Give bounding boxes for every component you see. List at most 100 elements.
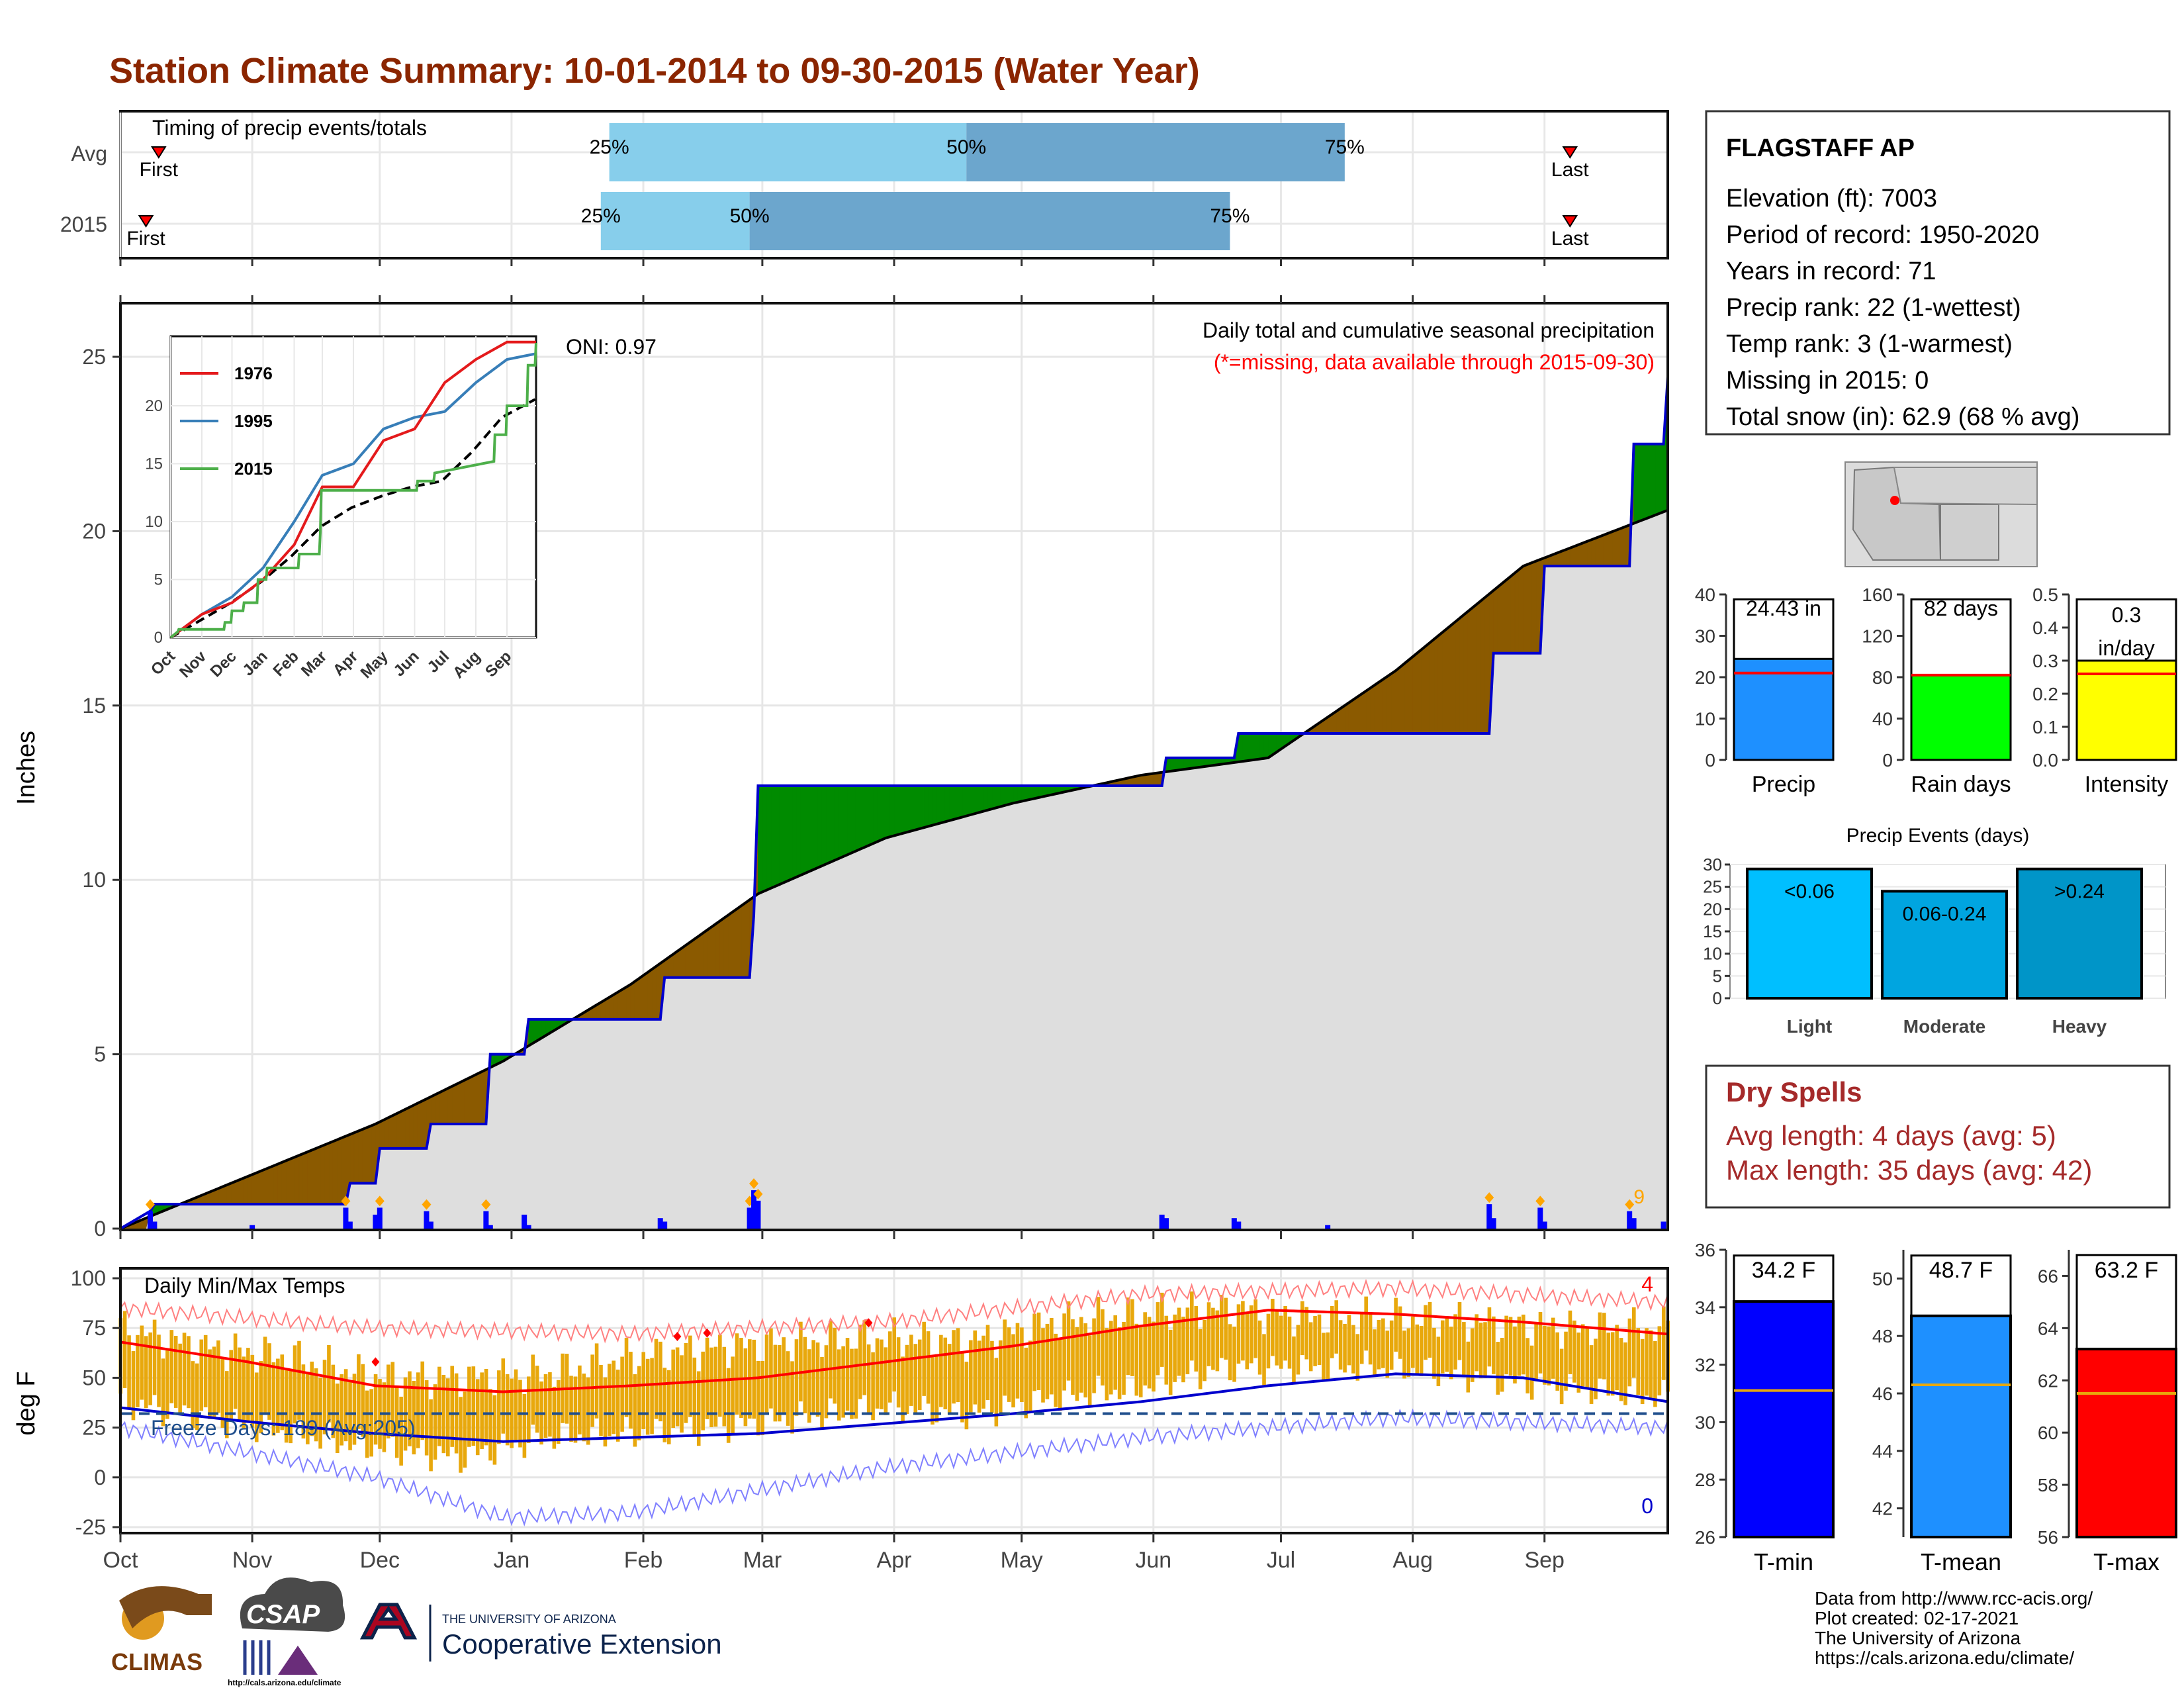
daily-temp-bar xyxy=(1287,1316,1292,1369)
daily-temp-bar xyxy=(612,1360,616,1434)
deficit-segment xyxy=(1531,561,1537,654)
daily-temp-bar xyxy=(960,1353,964,1423)
daily-temp-bar xyxy=(833,1327,837,1404)
surplus-segment xyxy=(855,785,860,852)
deficit-segment xyxy=(1340,705,1345,734)
daily-temp-bar xyxy=(811,1340,815,1415)
surplus-segment xyxy=(804,785,809,874)
daily-temp-bar xyxy=(1394,1297,1398,1352)
precip-ytick-label: 15 xyxy=(82,694,106,718)
deficit-segment xyxy=(409,1105,414,1149)
temp-summary-tick-label: 30 xyxy=(1695,1412,1715,1432)
daily-precip-bar xyxy=(1325,1225,1331,1229)
daily-temp-bar xyxy=(1466,1341,1471,1393)
temp-summary-tick-label: 26 xyxy=(1695,1527,1715,1548)
deficit-segment xyxy=(358,1129,363,1184)
daily-temp-bar xyxy=(943,1337,948,1409)
precip-event-range: <0.06 xyxy=(1784,881,1835,903)
daily-temp-bar xyxy=(1606,1333,1611,1396)
month-label: Sep xyxy=(1524,1548,1565,1573)
deficit-segment xyxy=(1608,531,1613,567)
deficit-segment xyxy=(353,1131,359,1184)
surplus-segment xyxy=(851,785,856,853)
daily-temp-bar xyxy=(599,1364,603,1436)
last-label: Last xyxy=(1551,228,1589,250)
deficit-segment xyxy=(443,1088,448,1125)
daily-temp-bar xyxy=(191,1361,195,1429)
footer-line: Plot created: 02-17-2021 xyxy=(1815,1608,2019,1628)
surplus-segment xyxy=(839,785,844,859)
station-info-line: Missing in 2015: 0 xyxy=(1726,367,1929,395)
daily-temp-bar xyxy=(505,1374,510,1446)
dry-spells-box: Dry Spells Avg length: 4 days (avg: 5) M… xyxy=(1705,1064,2171,1209)
precip-event-label: Moderate xyxy=(1903,1016,1985,1037)
daily-temp-bar xyxy=(777,1345,782,1422)
deficit-segment xyxy=(1361,690,1367,734)
daily-temp-bar xyxy=(399,1396,403,1466)
daily-temp-bar xyxy=(1475,1314,1479,1372)
daily-temp-bar xyxy=(348,1380,352,1450)
deficit-segment xyxy=(447,1086,453,1125)
daily-temp-bar xyxy=(1283,1305,1287,1361)
inset-ytick-label: 5 xyxy=(154,571,163,589)
summary-label: Intensity xyxy=(2085,772,2169,797)
summary-tick-label: 0.4 xyxy=(2032,618,2058,638)
daily-temp-bar xyxy=(650,1358,654,1434)
daily-temp-bar xyxy=(1415,1324,1420,1375)
surplus-segment xyxy=(788,785,793,882)
inset-legend-label: 1976 xyxy=(234,363,273,383)
month-label: Jan xyxy=(494,1548,530,1573)
daily-temp-bar xyxy=(373,1374,378,1445)
deficit-segment xyxy=(1383,676,1388,734)
daily-temp-bar xyxy=(1445,1318,1449,1372)
surplus-segment xyxy=(1004,785,1009,806)
daily-temp-bar xyxy=(297,1340,301,1420)
surplus-segment xyxy=(958,785,963,819)
surplus-segment xyxy=(1170,757,1175,772)
daily-precip-bar xyxy=(1490,1218,1496,1229)
daily-temp-bar xyxy=(314,1368,318,1442)
deficit-segment xyxy=(1612,530,1617,567)
precip-panel: 0 5 10 15 20 25 Inches Daily total and cumula… xyxy=(13,302,1669,1241)
daily-temp-bar xyxy=(157,1335,161,1407)
daily-temp-bar xyxy=(1138,1326,1143,1397)
daily-temp-bar xyxy=(629,1352,633,1429)
daily-temp-bar xyxy=(1245,1312,1250,1370)
surplus-segment xyxy=(1238,733,1243,763)
daily-temp-bar xyxy=(1066,1301,1071,1381)
daily-temp-bar xyxy=(1389,1320,1394,1370)
deficit-segment xyxy=(1430,639,1435,734)
daily-precip-bar xyxy=(147,1211,153,1229)
summary-bars: 0 10 20 30 40 24.43 in Precip 0 40 80 120 160 82 day… xyxy=(1695,585,2177,797)
precip-event-range: 0.06-0.24 xyxy=(1903,903,1987,925)
daily-temp-bar xyxy=(624,1338,629,1417)
station-info-line: Years in record: 71 xyxy=(1726,258,1936,285)
summary-label: Rain days xyxy=(1911,772,2011,797)
daily-temp-bar xyxy=(909,1335,913,1406)
daily-temp-bar xyxy=(713,1346,718,1427)
deficit-segment xyxy=(251,1172,257,1205)
surplus-segment xyxy=(813,785,818,870)
deficit-segment xyxy=(439,1090,444,1125)
surplus-segment xyxy=(949,785,954,821)
deficit-segment xyxy=(715,920,720,978)
daily-temp-bar xyxy=(1504,1315,1508,1375)
deficit-segment xyxy=(690,939,695,978)
surplus-segment xyxy=(902,785,907,834)
deficit-segment xyxy=(723,914,729,978)
daily-temp-bar xyxy=(841,1346,845,1418)
deficit-segment xyxy=(719,917,725,978)
daily-temp-bar xyxy=(1555,1332,1559,1391)
daily-temp-bar xyxy=(905,1344,909,1414)
daily-temp-bar xyxy=(1313,1316,1317,1366)
daily-temp-bar xyxy=(726,1368,731,1443)
deficit-segment xyxy=(1621,526,1626,567)
daily-temp-bar xyxy=(1428,1301,1432,1358)
month-label: Feb xyxy=(624,1548,663,1573)
deficit-segment xyxy=(1391,670,1396,734)
daily-temp-bar xyxy=(701,1351,705,1430)
deficit-segment xyxy=(273,1164,278,1205)
timing-panel: 25% 50% 75% First Last 25% 50% 75% First Last Tim… xyxy=(60,110,1669,259)
daily-temp-bar xyxy=(1568,1310,1572,1374)
daily-temp-bar xyxy=(641,1352,646,1429)
